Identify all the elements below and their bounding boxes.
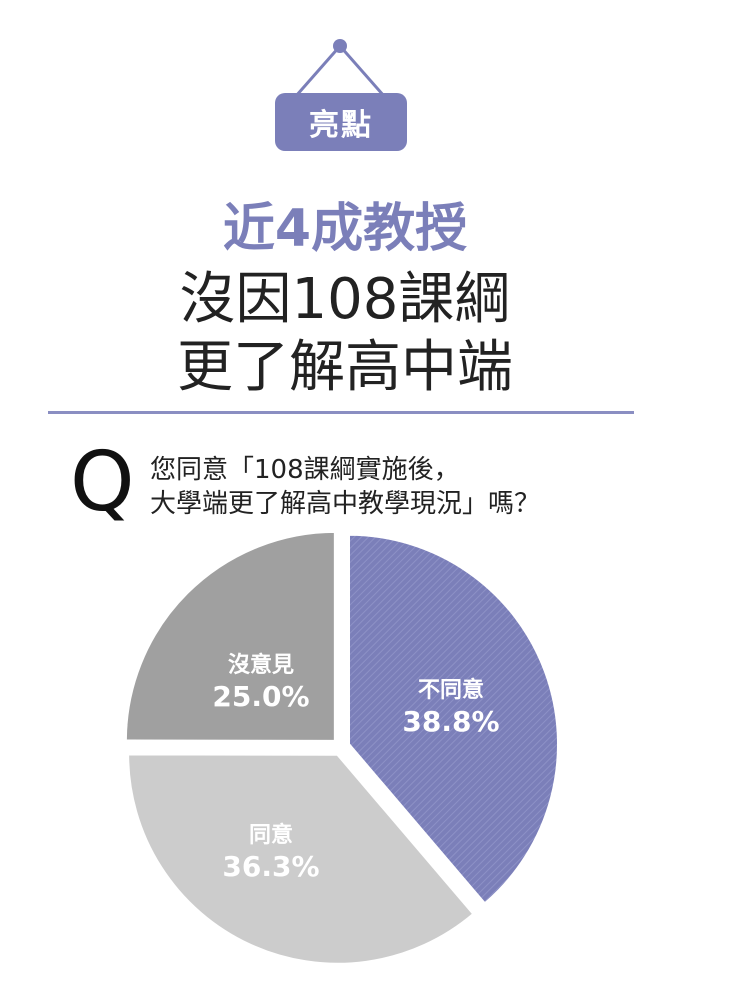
headline-line-2: 沒因108課綱 <box>179 267 511 332</box>
slice-value-2: 36.3% <box>222 850 319 883</box>
divider <box>48 411 634 414</box>
highlight-badge: 亮點 <box>275 93 407 151</box>
pie-slice-2 <box>126 752 477 966</box>
slice-value-1: 38.8% <box>402 705 499 738</box>
slice-label-3: 沒意見 <box>228 652 294 678</box>
headline-line-1: 近4成教授 <box>222 199 468 259</box>
question-line-1: 您同意「108課綱實施後， <box>150 455 460 485</box>
pie-slice-3 <box>123 529 337 743</box>
survey-question: 您同意「108課綱實施後， 大學端更了解高中教學現況」嗎？ <box>150 453 540 521</box>
slice-value-3: 25.0% <box>212 680 309 713</box>
slice-label-2: 同意 <box>249 822 293 848</box>
pie-chart: 不同意 38.8% 同意 36.3% 沒意見 25.0% <box>0 529 742 1000</box>
headline-line-3: 更了解高中端 <box>177 335 513 400</box>
pie-slice-1 <box>347 532 560 907</box>
slice-label-1: 不同意 <box>418 677 484 703</box>
question-line-2: 大學端更了解高中教學現況」嗎？ <box>150 489 541 519</box>
hanger-icon <box>294 39 386 97</box>
badge-hanger: 亮點 <box>0 0 742 160</box>
question-marker: Q <box>70 435 135 530</box>
